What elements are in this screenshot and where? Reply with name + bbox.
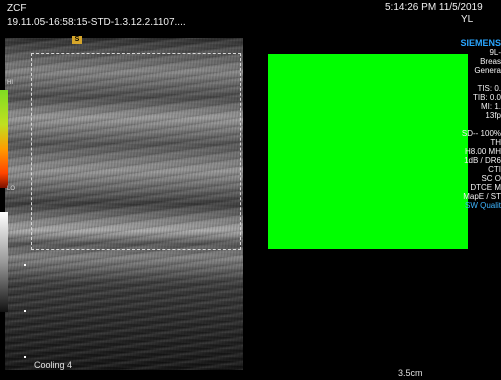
depth-scale-label: 3.5cm: [398, 368, 423, 378]
orientation-marker: S: [72, 36, 82, 44]
param-spacer: [420, 75, 501, 84]
color-map-low-label: LO: [7, 186, 16, 192]
param-line: MI: 1.: [480, 102, 501, 111]
param-line-accent: SW Qualit: [464, 201, 501, 210]
color-map-bar: [0, 90, 8, 188]
param-line: 9L-: [489, 48, 501, 57]
param-line: TIS: 0.: [477, 84, 501, 93]
grayscale-bar: [0, 212, 8, 312]
ultrasound-image[interactable]: [5, 38, 243, 370]
param-line: Breas: [480, 57, 501, 66]
ultrasound-texture: [5, 38, 243, 370]
cooling-status: Cooling 4: [34, 360, 73, 370]
depth-marker: [24, 264, 26, 266]
param-line: TH: [490, 138, 501, 147]
depth-marker: [24, 356, 26, 358]
param-line: 13fp: [485, 111, 501, 120]
depth-marker: [24, 310, 26, 312]
initials-label: YL: [461, 14, 474, 25]
param-line: H8.00 MH: [464, 147, 501, 156]
param-line: TIB: 0.0: [472, 93, 501, 102]
study-id-label: 19.11.05-16:58:15-STD-1.3.12.2.1107....: [7, 17, 186, 28]
param-line: MapE / ST: [463, 192, 501, 201]
header-left: ZCF 19.11.05-16:58:15-STD-1.3.12.2.1107.…: [7, 2, 186, 30]
parameter-column: SIEMENS 9L- Breas Genera TIS: 0. TIB: 0.…: [420, 38, 501, 211]
datetime-label: 5:14:26 PM 11/5/2019: [385, 2, 483, 13]
param-line: CTI: [488, 165, 501, 174]
roi-box[interactable]: [31, 53, 241, 250]
param-line: 1dB / DR6: [464, 156, 501, 165]
color-map-high-label: HI: [7, 80, 13, 86]
param-line: DTCE M: [470, 183, 501, 192]
param-line: SD-- 100%: [461, 129, 501, 138]
param-line: SC O: [481, 174, 501, 183]
param-spacer: [420, 120, 501, 129]
operator-label: ZCF: [7, 3, 27, 14]
brand-logo: SIEMENS: [460, 38, 501, 48]
param-line: Genera: [474, 66, 501, 75]
mode-panel[interactable]: [268, 54, 468, 249]
